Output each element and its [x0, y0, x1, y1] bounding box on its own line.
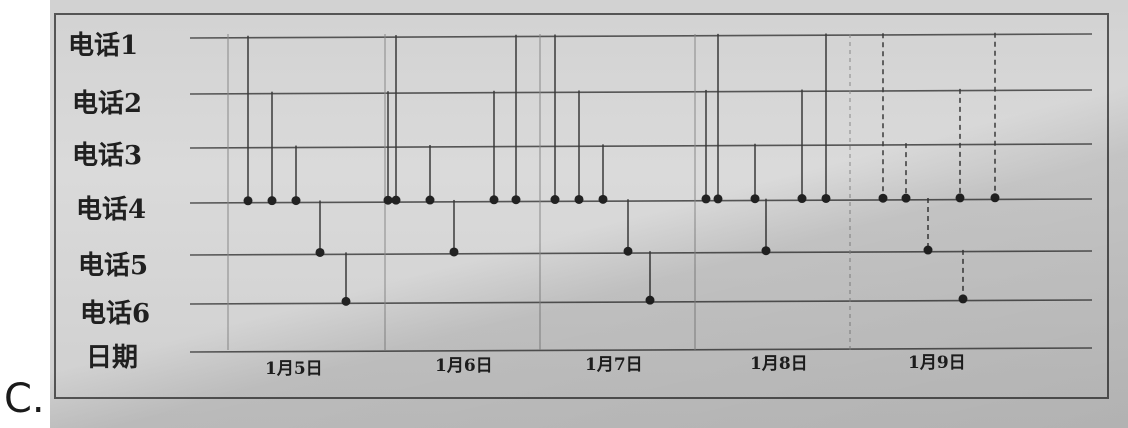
phone-row-line: [189, 33, 1093, 39]
call-arrow: [955, 88, 965, 203]
call-arrow: [821, 33, 831, 203]
call-arrow: [267, 91, 277, 206]
date-label-jan-8: 1月8日: [750, 354, 808, 374]
row-label-phone-5: 电话5: [78, 251, 148, 281]
call-arrowhead: [901, 193, 911, 203]
date-label-jan-6: 1月6日: [435, 356, 493, 376]
call-arrowhead: [701, 194, 711, 204]
date-label-jan-9: 1月9日: [908, 353, 966, 373]
call-arrowhead: [341, 296, 351, 306]
call-arrowhead: [550, 195, 560, 205]
call-arrowhead: [315, 247, 325, 257]
call-arrow: [383, 91, 393, 205]
call-arrow: [713, 33, 723, 204]
call-arrowhead: [955, 193, 965, 203]
call-arrow: [449, 199, 459, 257]
option-letter: C.: [4, 376, 45, 422]
call-arrowhead: [511, 195, 521, 205]
call-arrow: [901, 143, 911, 203]
call-arrow: [623, 199, 633, 256]
date-label-jan-7: 1月7日: [585, 355, 643, 375]
row-label-phone-3: 电话3: [72, 141, 142, 171]
call-arrow: [598, 144, 608, 204]
call-arrow: [341, 252, 351, 306]
call-arrowhead: [449, 247, 459, 257]
call-arrow: [574, 90, 584, 204]
call-arrowhead: [383, 195, 393, 205]
row-label-phone-4: 电话4: [76, 195, 146, 225]
call-arrowhead: [990, 193, 1000, 203]
row-label-date: 日期: [86, 343, 138, 373]
call-arrow: [990, 32, 1000, 203]
row-label-phone-6: 电话6: [80, 299, 150, 329]
call-arrowhead: [267, 196, 277, 206]
call-arrowhead: [645, 295, 655, 305]
call-arrow: [761, 198, 771, 256]
call-arrowhead: [291, 196, 301, 206]
call-arrow: [315, 200, 325, 257]
date-axis-line: [189, 347, 1093, 353]
row-label-phone-2: 电话2: [72, 89, 142, 119]
call-arrowhead: [878, 193, 888, 203]
call-arrowhead: [713, 194, 723, 204]
call-arrowhead: [923, 245, 933, 255]
date-label-jan-5: 1月5日: [265, 359, 323, 379]
sheet-frame: [54, 13, 1109, 399]
phone-row-line: [189, 143, 1093, 149]
call-arrowhead: [623, 246, 633, 256]
call-arrow: [797, 89, 807, 204]
call-arrow: [291, 145, 301, 206]
phone-row-line: [189, 89, 1093, 95]
call-arrowhead: [489, 195, 499, 205]
call-arrow: [391, 35, 401, 205]
call-timeline-diagram: 电话1 电话2 电话3 电话4 电话5 电话6 日期 1月5日 1月6日 1月7…: [54, 13, 1109, 399]
call-arrowhead: [243, 196, 253, 206]
call-arrowhead: [574, 194, 584, 204]
call-arrowhead: [598, 194, 608, 204]
call-arrow: [489, 90, 499, 205]
timeline-photo: 电话1 电话2 电话3 电话4 电话5 电话6 日期 1月5日 1月6日 1月7…: [50, 0, 1128, 428]
phone-row-line: [189, 299, 1093, 305]
call-arrowhead: [761, 246, 771, 256]
call-arrowhead: [797, 194, 807, 204]
call-arrow: [701, 89, 711, 204]
call-arrow: [425, 145, 435, 205]
call-arrow: [958, 249, 968, 304]
call-arrow: [750, 143, 760, 204]
call-arrow: [511, 34, 521, 205]
call-arrow: [550, 34, 560, 205]
row-label-phone-1: 电话1: [68, 31, 138, 61]
call-arrowhead: [425, 195, 435, 205]
call-arrowhead: [821, 193, 831, 203]
call-arrowhead: [958, 294, 968, 304]
call-arrow: [923, 198, 933, 255]
phone-row-line: [189, 250, 1093, 256]
call-arrowhead: [750, 194, 760, 204]
phone-row-line: [189, 198, 1093, 204]
call-arrow: [645, 251, 655, 305]
call-arrowhead: [391, 195, 401, 205]
call-arrow: [243, 35, 253, 206]
call-arrow: [878, 33, 888, 203]
